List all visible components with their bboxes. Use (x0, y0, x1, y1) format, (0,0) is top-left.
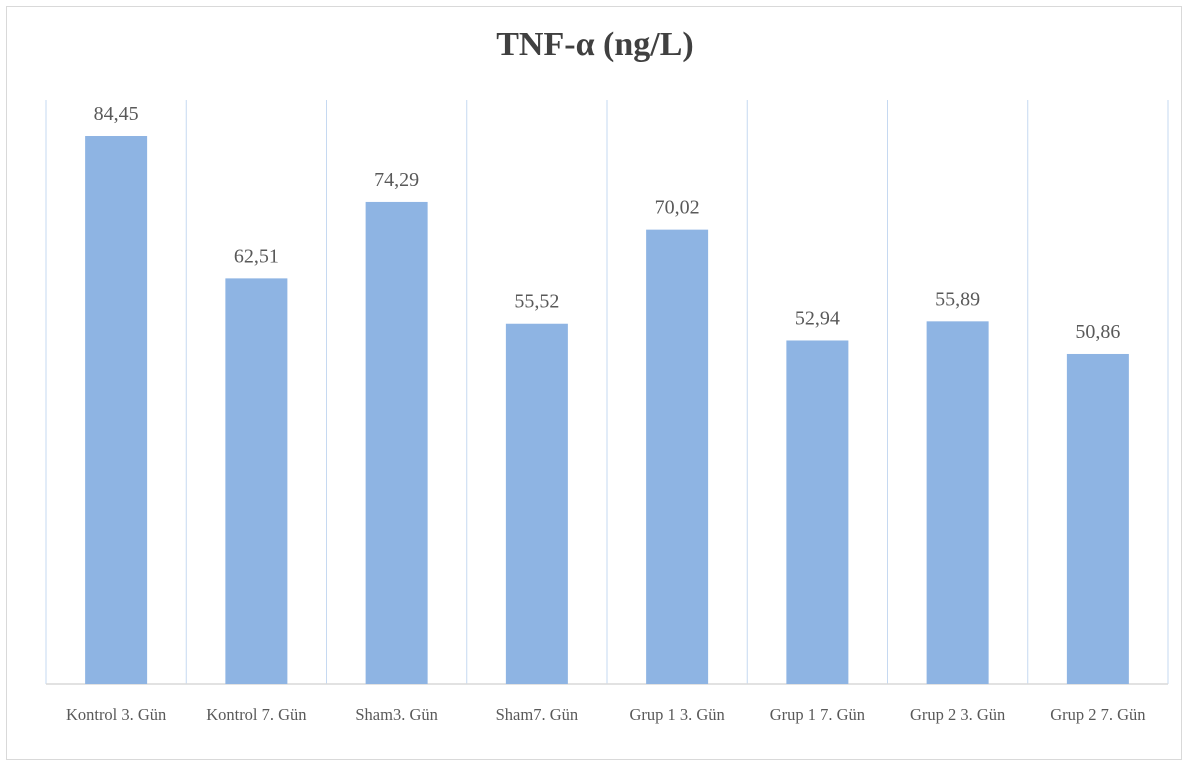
bar (85, 136, 148, 685)
chart-title: TNF-α (ng/L) (496, 26, 694, 63)
data-label: 52,94 (795, 307, 840, 329)
x-tick-label: Grup 1 7. Gün (770, 705, 865, 724)
x-tick-label: Sham3. Gün (355, 705, 438, 724)
x-tick-label: Kontrol 3. Gün (66, 705, 166, 724)
bar (505, 323, 568, 684)
bar (365, 201, 428, 685)
x-tick-label: Grup 2 3. Gün (910, 705, 1005, 724)
bar (646, 229, 709, 684)
x-tick-label: Grup 2 7. Gün (1050, 705, 1145, 724)
data-label: 55,52 (514, 291, 559, 313)
data-label: 70,02 (655, 197, 700, 219)
data-label: 55,89 (935, 288, 980, 310)
x-tick-label: Kontrol 7. Gün (206, 705, 306, 724)
data-label: 62,51 (234, 245, 279, 267)
data-label: 50,86 (1075, 321, 1120, 343)
data-label: 74,29 (374, 169, 419, 191)
bar (786, 340, 849, 684)
data-label: 84,45 (94, 103, 139, 125)
x-tick-label: Sham7. Gün (496, 705, 579, 724)
bar (1066, 353, 1129, 684)
bar (926, 321, 989, 684)
bar (225, 278, 288, 684)
x-tick-label: Grup 1 3. Gün (629, 705, 724, 724)
